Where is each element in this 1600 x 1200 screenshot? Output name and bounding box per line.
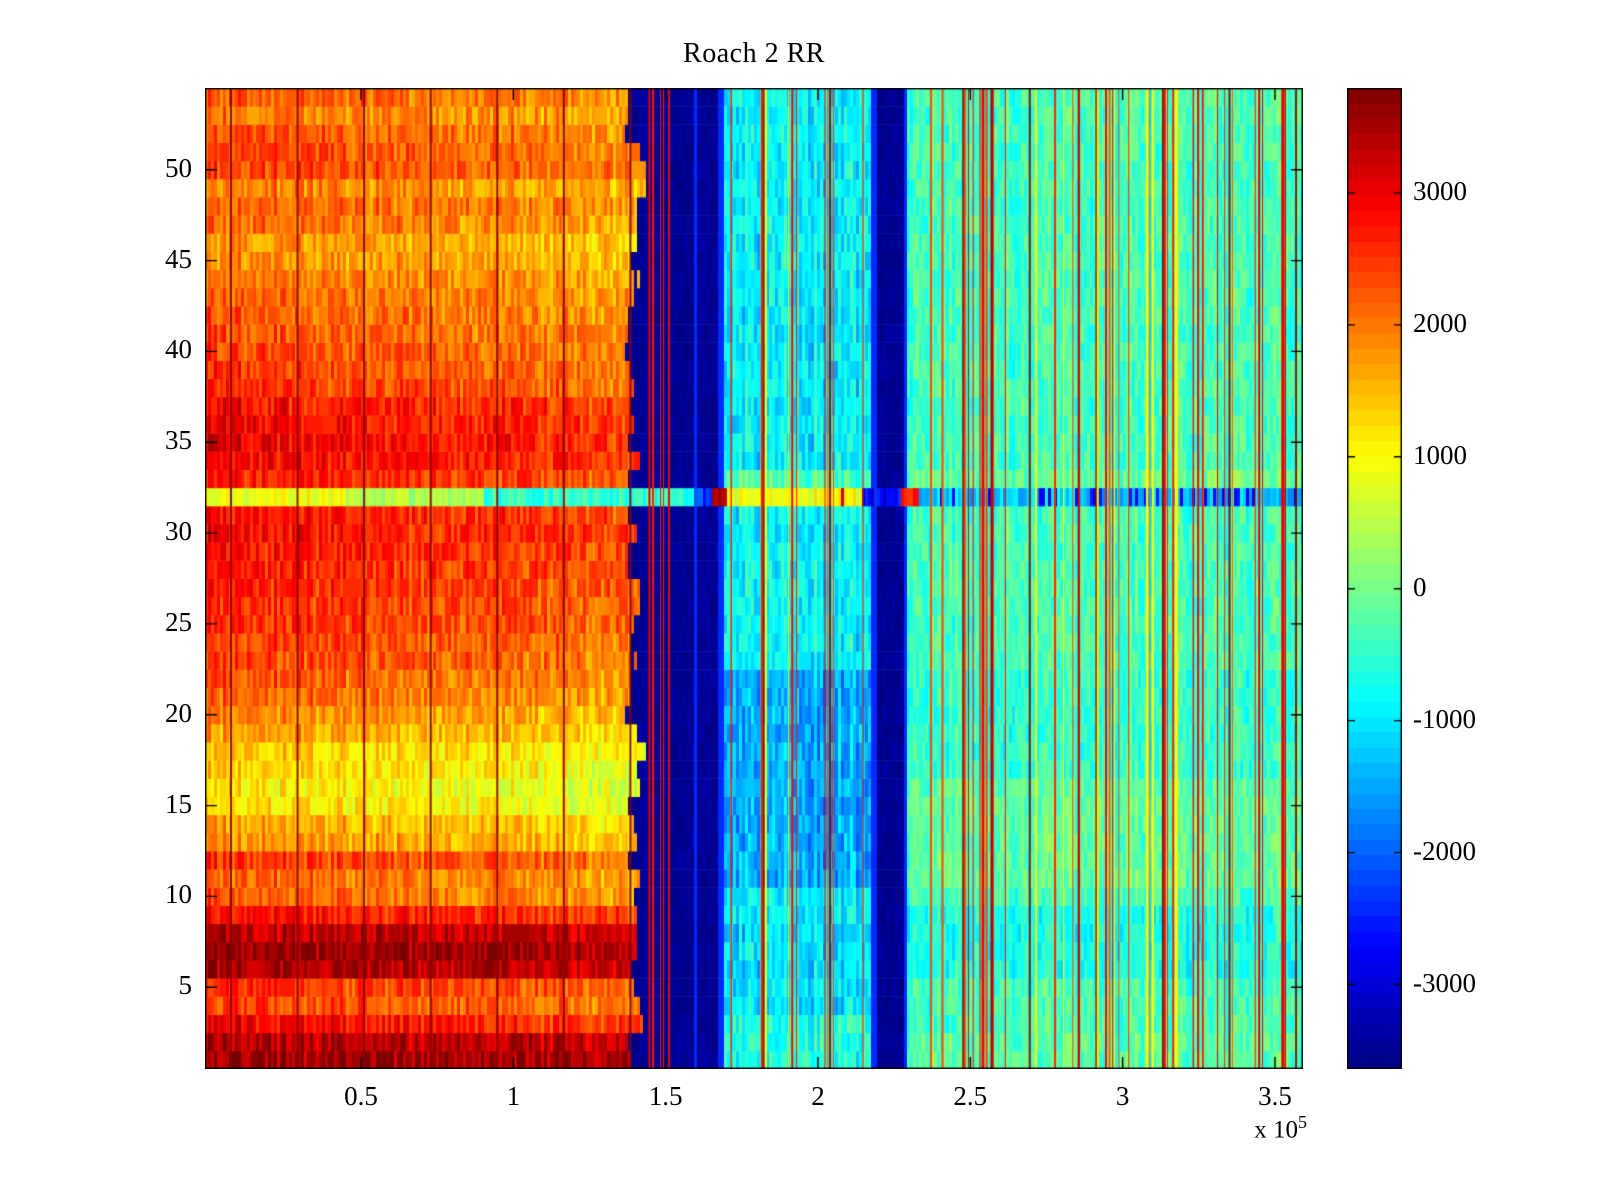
colorbar-tick-label: -2000 [1413, 835, 1476, 866]
x-axis-multiplier: x 105 [1120, 1112, 1307, 1144]
colorbar [1347, 88, 1402, 1069]
y-axis-tick-label: 35 [165, 425, 192, 456]
y-axis-tick-label: 40 [165, 334, 192, 365]
chart-title: Roach 2 RR [683, 38, 825, 69]
colorbar-tick-label: 1000 [1413, 439, 1467, 470]
y-axis-tick-label: 45 [165, 243, 192, 274]
heatmap-plot-area [205, 88, 1303, 1069]
x-axis-tick-label: 2 [811, 1081, 825, 1111]
y-axis-tick-label: 50 [165, 152, 192, 183]
colorbar-tick-label: -3000 [1413, 967, 1476, 998]
y-axis-tick-label: 15 [165, 788, 192, 819]
y-axis-tick-label: 5 [178, 970, 193, 1001]
x-axis-multiplier-base: x 10 [1254, 1116, 1298, 1144]
y-axis-tick-label: 20 [165, 697, 192, 728]
colorbar-tick-label: 2000 [1413, 307, 1467, 338]
x-axis-tick-label: 1.5 [648, 1081, 683, 1111]
x-axis-tick-label: 0.5 [344, 1081, 378, 1111]
colorbar-tick-label: 3000 [1413, 175, 1467, 206]
x-axis-tick-label: 3.5 [1258, 1081, 1292, 1111]
y-axis-tick-label: 25 [165, 606, 192, 637]
x-axis-tick-label: 2.5 [953, 1081, 988, 1111]
y-axis-tick-label: 30 [165, 516, 192, 547]
y-axis-tick-label: 10 [165, 879, 192, 910]
x-axis-tick-label: 3 [1115, 1081, 1130, 1111]
x-axis-tick-label: 1 [506, 1081, 521, 1111]
colorbar-tick-label: 0 [1413, 571, 1427, 602]
colorbar-tick-label: -1000 [1413, 703, 1476, 734]
x-axis-multiplier-exponent: 5 [1298, 1112, 1307, 1132]
